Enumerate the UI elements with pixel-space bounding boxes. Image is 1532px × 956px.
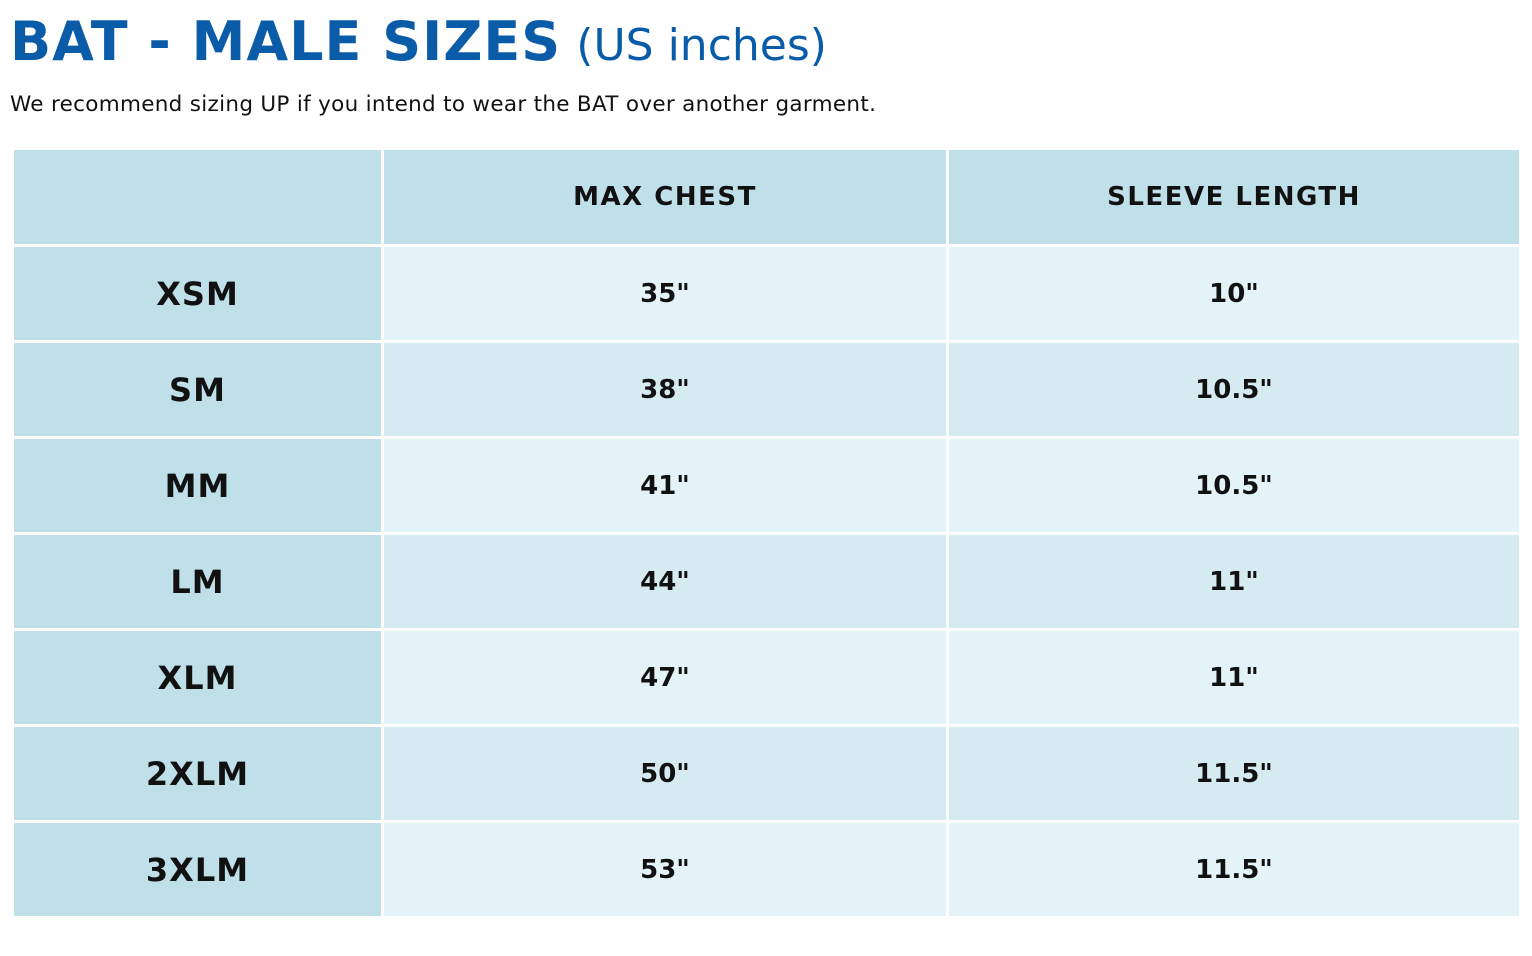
table-header-row: MAX CHEST SLEEVE LENGTH bbox=[11, 147, 1522, 247]
table-row: XLM 47" 11" bbox=[11, 628, 1522, 727]
header-max-chest: MAX CHEST bbox=[381, 147, 949, 247]
table-row: 3XLM 53" 11.5" bbox=[11, 820, 1522, 919]
title-main: BAT - MALE SIZES bbox=[10, 10, 562, 73]
max-chest-value: 38" bbox=[381, 340, 949, 439]
size-label: SM bbox=[11, 340, 384, 439]
max-chest-value: 41" bbox=[381, 436, 949, 535]
sleeve-length-value: 10" bbox=[946, 244, 1522, 343]
table-row: MM 41" 10.5" bbox=[11, 436, 1522, 535]
sleeve-length-value: 11.5" bbox=[946, 820, 1522, 919]
size-label: LM bbox=[11, 532, 384, 631]
sleeve-length-value: 11.5" bbox=[946, 724, 1522, 823]
size-label: 2XLM bbox=[11, 724, 384, 823]
page-title: BAT - MALE SIZES (US inches) bbox=[10, 6, 827, 85]
max-chest-value: 50" bbox=[381, 724, 949, 823]
sleeve-length-value: 10.5" bbox=[946, 340, 1522, 439]
title-units: (US inches) bbox=[576, 20, 827, 71]
size-label: 3XLM bbox=[11, 820, 384, 919]
size-label: MM bbox=[11, 436, 384, 535]
header-size bbox=[11, 147, 384, 247]
size-label: XSM bbox=[11, 244, 384, 343]
max-chest-value: 44" bbox=[381, 532, 949, 631]
size-label: XLM bbox=[11, 628, 384, 727]
sleeve-length-value: 10.5" bbox=[946, 436, 1522, 535]
size-chart-table: MAX CHEST SLEEVE LENGTH XSM 35" 10" SM 3… bbox=[11, 147, 1522, 919]
sleeve-length-value: 11" bbox=[946, 532, 1522, 631]
table-row: LM 44" 11" bbox=[11, 532, 1522, 631]
max-chest-value: 35" bbox=[381, 244, 949, 343]
table-row: XSM 35" 10" bbox=[11, 244, 1522, 343]
sleeve-length-value: 11" bbox=[946, 628, 1522, 727]
header-sleeve-length: SLEEVE LENGTH bbox=[946, 147, 1522, 247]
sizing-recommendation: We recommend sizing UP if you intend to … bbox=[10, 92, 877, 117]
table-row: SM 38" 10.5" bbox=[11, 340, 1522, 439]
max-chest-value: 47" bbox=[381, 628, 949, 727]
max-chest-value: 53" bbox=[381, 820, 949, 919]
table-row: 2XLM 50" 11.5" bbox=[11, 724, 1522, 823]
